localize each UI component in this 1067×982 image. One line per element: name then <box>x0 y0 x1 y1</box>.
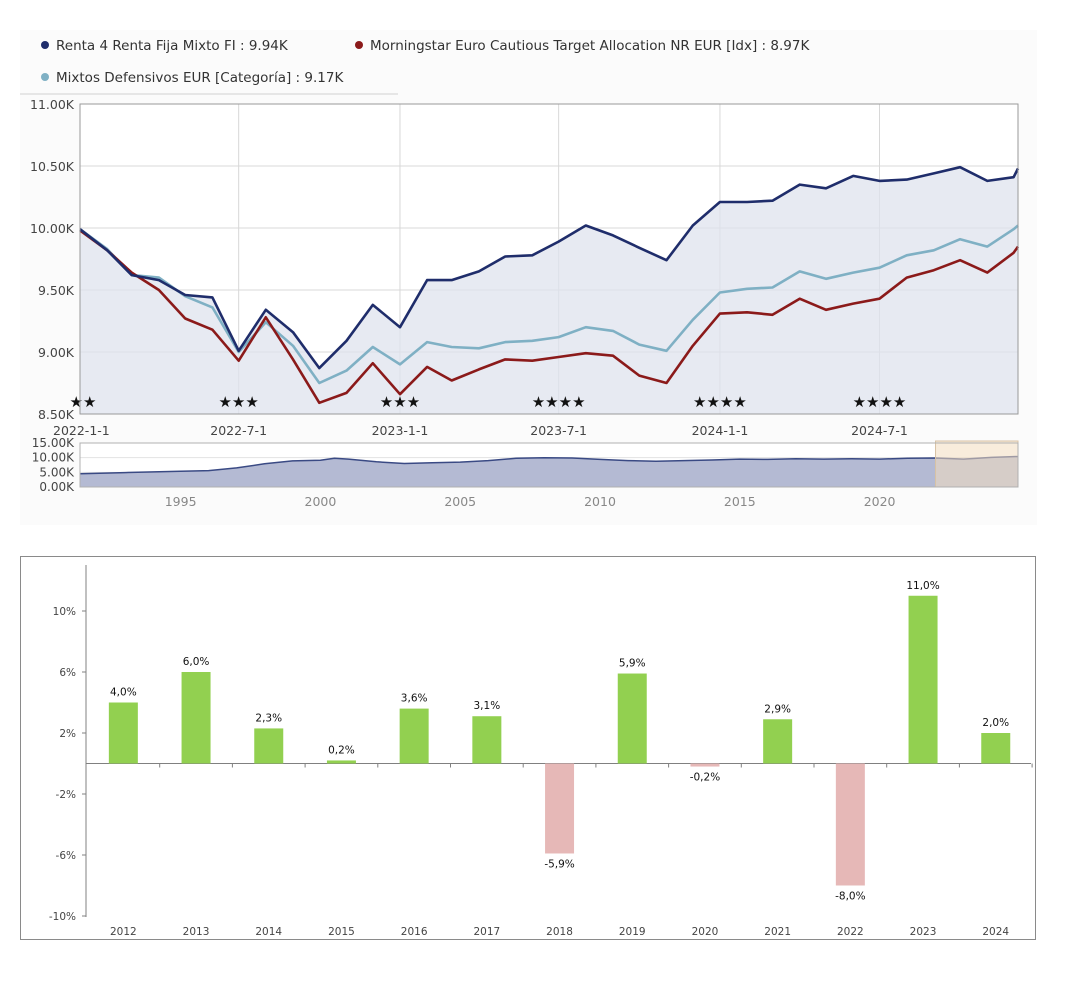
bar-data-label: 2,3% <box>255 712 282 724</box>
y-tick-label: 8.50K <box>38 407 75 422</box>
bar-2018 <box>545 763 575 854</box>
bar-2016 <box>399 708 429 764</box>
navigator-y-tick-label: 0.00K <box>39 480 75 494</box>
bar-y-tick-label: 2% <box>59 728 76 740</box>
navigator-area <box>80 456 1018 487</box>
bar-x-tick-label: 2018 <box>546 926 573 938</box>
legend-label-index: Morningstar Euro Cautious Target Allocat… <box>370 38 810 54</box>
bar-y-tick-label: -2% <box>56 789 76 801</box>
legend-label-category: Mixtos Defensivos EUR [Categoría] : 9.17… <box>56 70 344 86</box>
bar-x-tick-label: 2017 <box>473 926 500 938</box>
bar-y-tick-label: 6% <box>59 667 76 679</box>
legend-marker-category <box>41 73 49 81</box>
navigator-selection <box>935 440 1019 488</box>
bar-x-tick-label: 2016 <box>401 926 428 938</box>
navigator-x-tick-label: 2000 <box>305 494 337 509</box>
bar-2019 <box>617 673 647 764</box>
x-tick-label: 2022-1-1 <box>53 423 110 438</box>
navigator-y-tick-label: 10.00K <box>32 451 75 465</box>
navigator-x-tick-label: 2010 <box>584 494 616 509</box>
y-tick-label: 10.50K <box>30 159 75 174</box>
bar-data-label: 5,9% <box>619 658 646 670</box>
legend-label-fund: Renta 4 Renta Fija Mixto FI : 9.94K <box>56 38 288 54</box>
legend-marker-index <box>355 41 363 49</box>
rating-stars: ★★★★ <box>853 393 907 411</box>
navigator-y-tick-label: 15.00K <box>32 436 75 450</box>
bar-data-label: -5,9% <box>544 858 574 870</box>
x-tick-label: 2024-7-1 <box>851 423 908 438</box>
bar-data-label: 0,2% <box>328 744 355 756</box>
bar-y-tick-label: -6% <box>56 850 76 862</box>
bar-2014 <box>254 728 284 764</box>
bar-2012 <box>108 702 138 764</box>
fund-line <box>79 165 1020 370</box>
bar-x-tick-label: 2020 <box>692 926 719 938</box>
bar-2022 <box>835 763 865 886</box>
bar-data-label: -0,2% <box>690 772 720 784</box>
rating-stars: ★★★ <box>380 393 420 411</box>
rating-stars: ★★★★ <box>693 393 747 411</box>
bar-x-tick-label: 2013 <box>183 926 210 938</box>
navigator-x-tick-label: 1995 <box>165 494 197 509</box>
legend-marker-fund <box>41 41 49 49</box>
bar-data-label: 3,6% <box>401 693 428 705</box>
bar-2013 <box>181 672 211 764</box>
bar-2020 <box>690 763 720 767</box>
x-tick-label: 2022-7-1 <box>210 423 267 438</box>
bar-y-tick-label: -10% <box>49 911 76 923</box>
navigator-border <box>79 442 1019 488</box>
bar-x-tick-label: 2015 <box>328 926 355 938</box>
y-tick-label: 10.00K <box>30 221 75 236</box>
bar-x-tick-label: 2012 <box>110 926 137 938</box>
legend-item-index[interactable]: Morningstar Euro Cautious Target Allocat… <box>355 38 809 54</box>
x-tick-label: 2024-1-1 <box>692 423 749 438</box>
rating-stars: ★★★★ <box>532 393 586 411</box>
y-tick-label: 11.00K <box>30 97 75 112</box>
bar-data-label: 2,0% <box>982 717 1009 729</box>
navigator-x-tick-label: 2005 <box>444 494 476 509</box>
navigator-x-tick-label: 2020 <box>864 494 896 509</box>
navigator-line <box>79 455 1019 475</box>
bar-data-label: -8,0% <box>835 891 865 903</box>
x-tick-label: 2023-7-1 <box>530 423 587 438</box>
bar-2021 <box>763 719 793 764</box>
legend-item-fund[interactable]: Renta 4 Renta Fija Mixto FI : 9.94K <box>41 38 288 54</box>
bar-x-tick-label: 2014 <box>255 926 282 938</box>
fund-area-fill <box>80 167 1018 414</box>
x-tick-label: 2023-1-1 <box>372 423 429 438</box>
y-tick-label: 9.00K <box>38 345 75 360</box>
bar-2017 <box>472 716 502 764</box>
navigator-y-tick-label: 5.00K <box>39 465 75 479</box>
bar-data-label: 3,1% <box>474 700 501 712</box>
bar-x-tick-label: 2022 <box>837 926 864 938</box>
y-tick-label: 9.50K <box>38 283 75 298</box>
bar-data-label: 4,0% <box>110 687 137 699</box>
bar-2024 <box>981 733 1011 764</box>
bar-2023 <box>908 595 938 764</box>
bar-x-tick-label: 2023 <box>910 926 937 938</box>
bar-data-label: 6,0% <box>183 656 210 668</box>
bar-data-label: 2,9% <box>764 703 791 715</box>
bar-2015 <box>326 760 356 764</box>
index-line <box>79 229 1020 405</box>
bar-y-tick-label: 10% <box>53 606 76 618</box>
bar-x-tick-label: 2024 <box>982 926 1009 938</box>
navigator-x-tick-label: 2015 <box>724 494 756 509</box>
bar-x-tick-label: 2021 <box>764 926 791 938</box>
plot-border <box>79 103 1019 415</box>
rating-stars: ★★ <box>70 393 97 411</box>
bar-x-tick-label: 2019 <box>619 926 646 938</box>
bar-data-label: 11,0% <box>906 580 939 592</box>
rating-stars: ★★★ <box>218 393 258 411</box>
legend-item-category[interactable]: Mixtos Defensivos EUR [Categoría] : 9.17… <box>41 70 343 86</box>
